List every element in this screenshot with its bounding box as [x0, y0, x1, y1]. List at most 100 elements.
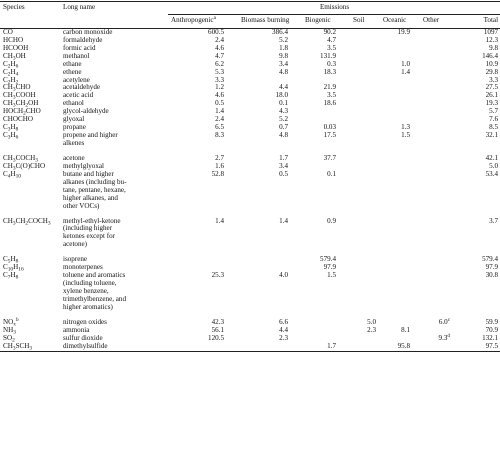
- species-cell: HCOOH: [0, 44, 60, 53]
- table-row: CH3COCH3 acetone 2.7 1.7 37.7 42.1: [0, 148, 500, 163]
- value-biogenic: 3.5: [302, 91, 350, 100]
- value-text: 5.0: [367, 317, 376, 326]
- table-row: CH3CH2COCH3 methyl-ethyl-ketone (including…: [0, 211, 500, 250]
- value-soil: 2.3: [350, 326, 380, 335]
- value-biomass-burning: [238, 249, 302, 264]
- value-text: 1.4: [401, 67, 410, 76]
- value-other: [420, 264, 454, 272]
- formula-subscript: x: [13, 321, 16, 328]
- value-biomass-burning: 4.4: [238, 326, 302, 335]
- formula-text: C: [3, 75, 8, 84]
- value-text: 97.9: [323, 263, 336, 272]
- value-biogenic: 0.03: [302, 123, 350, 132]
- value-biomass-burning: [238, 343, 302, 351]
- value-anthropogenic: 52.8: [168, 170, 238, 211]
- value-biogenic: [302, 335, 350, 343]
- long-name-line: acetone: [63, 153, 85, 162]
- formula-subscript: 6: [15, 134, 19, 141]
- long-name-line: tane, pentane, hexane,: [63, 185, 126, 194]
- value-other: [420, 249, 454, 264]
- value-text: 25.3: [211, 271, 224, 280]
- formula-subscript: 3: [47, 220, 51, 226]
- long-name-cell: acetic acid: [60, 91, 168, 100]
- value-text: 1.8: [279, 43, 288, 52]
- value-anthropogenic: [168, 249, 238, 264]
- value-anthropogenic: 2.4: [168, 36, 238, 45]
- value-text: 27.5: [485, 83, 499, 92]
- table-row: CH3CH2OH ethanol 0.5 0.1 18.6 19.3: [0, 99, 500, 108]
- value-anthropogenic: 2.7: [168, 148, 238, 163]
- value-text: 3.7: [489, 216, 499, 225]
- value-text: 26.1: [485, 91, 499, 100]
- value-oceanic: [380, 37, 420, 45]
- long-name-line: methyl-ethyl-ketone: [63, 216, 121, 225]
- value-other: [420, 116, 454, 124]
- table-row: CH3CHO acetaldehyde 1.2 4.4 21.9 27.5: [0, 83, 500, 92]
- formula-text: H: [10, 75, 16, 84]
- long-name-line: acetylene: [63, 75, 90, 84]
- value-text: 2.4: [215, 115, 224, 124]
- value-biogenic: 97.9: [302, 263, 350, 272]
- long-name-line: dimethylsulfide: [63, 341, 108, 350]
- formula-subscript: 2: [15, 79, 19, 85]
- species-cell: NOxb: [0, 312, 60, 327]
- value-text: 8.1: [401, 325, 410, 334]
- value-other: [420, 272, 454, 312]
- species-cell: C2H6: [0, 60, 60, 69]
- value-text: 4.8: [279, 131, 288, 140]
- value-anthropogenic: 1.6: [168, 162, 238, 171]
- value-text: 6.5: [215, 123, 224, 132]
- formula-subscript: 2: [25, 220, 29, 226]
- value-anthropogenic: 6.5: [168, 123, 238, 132]
- value-soil: [350, 335, 380, 343]
- value-oceanic: [380, 116, 420, 124]
- value-soil: [350, 343, 380, 351]
- formula-subscript: 3: [7, 126, 11, 133]
- long-name-cell: formaldehyde: [60, 36, 168, 45]
- value-biogenic: 131.9: [302, 52, 350, 61]
- value-oceanic: [380, 171, 420, 211]
- species-cell: C3H8: [0, 123, 60, 133]
- long-name-header: Long name: [63, 3, 96, 11]
- species-cell: CH3COOH: [0, 91, 60, 100]
- table-row: CO carbon monoxide 600.5 386.4 90.2 19.9 1097: [0, 28, 500, 36]
- anthropogenic-footnote-mark: a: [213, 14, 216, 21]
- formula-text: COCH: [28, 216, 48, 225]
- value-total: 97.5: [454, 342, 500, 351]
- value-text: 0.7: [279, 123, 288, 132]
- long-name-line: ammonia: [63, 325, 90, 334]
- value-total: 19.3: [454, 99, 500, 108]
- formula-subscript: 3: [12, 345, 16, 352]
- value-text: 18.3: [323, 67, 336, 76]
- value-biogenic: [302, 312, 350, 327]
- value-oceanic: 8.1: [380, 325, 420, 335]
- value-biomass-burning: 3.4: [238, 162, 302, 171]
- formula-text: CH: [3, 161, 13, 170]
- value-other: [420, 163, 454, 171]
- value-text: 600.5: [208, 27, 224, 36]
- col-header-soil: Soil: [353, 15, 365, 24]
- value-text: 30.8: [485, 271, 499, 280]
- species-cell: C2H2: [0, 75, 60, 85]
- species-cell: C3H6: [0, 131, 60, 148]
- value-soil: [350, 124, 380, 132]
- value-text: 6.0: [438, 317, 448, 326]
- formula-subscript: 16: [18, 266, 24, 273]
- value-soil: [350, 45, 380, 53]
- value-text: 32.1: [485, 131, 499, 140]
- value-text: 97.9: [485, 263, 499, 272]
- table-row: HCOOH formic acid 4.6 1.8 3.5 9.8: [0, 43, 500, 53]
- long-name-line: methanol: [63, 51, 90, 60]
- value-biogenic: 1.5: [302, 271, 350, 312]
- value-biomass-burning: 6.6: [238, 312, 302, 327]
- value-oceanic: [380, 84, 420, 92]
- species-cell: CHOCHO: [0, 115, 60, 124]
- value-total: 26.1: [454, 91, 500, 100]
- long-name-line: formic acid: [63, 43, 96, 52]
- value-biogenic: 37.7: [302, 148, 350, 163]
- value-text: 8.5: [489, 123, 499, 132]
- value-oceanic: 95.8: [380, 342, 420, 351]
- table-row: C2H4 ethene 5.3 4.8 18.3 1.4 29.8: [0, 67, 500, 77]
- value-soil: [350, 272, 380, 312]
- formula-subscript: 3: [12, 220, 16, 226]
